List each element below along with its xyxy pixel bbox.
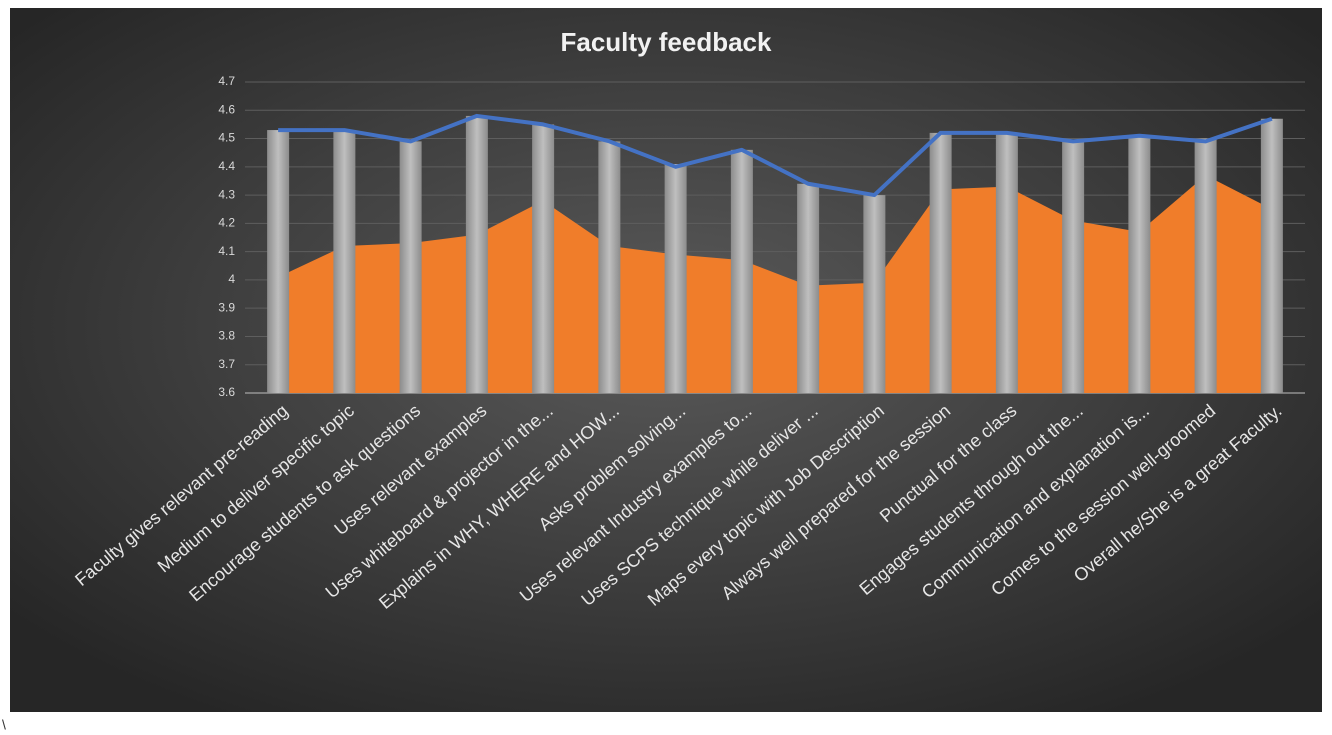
line (278, 113, 1273, 198)
bar (465, 115, 488, 393)
bar (1128, 135, 1151, 393)
bar (532, 124, 555, 393)
y-tick-label: 3.8 (218, 329, 235, 343)
bar (995, 132, 1018, 393)
y-tick-label: 4.6 (218, 102, 235, 116)
y-tick-label: 4.3 (218, 187, 235, 201)
bar (863, 195, 886, 393)
y-tick-label: 4.1 (218, 244, 235, 258)
chart-title: Faculty feedback (561, 27, 773, 57)
y-tick-label: 4 (228, 272, 235, 286)
bar (1062, 141, 1085, 393)
bar (929, 132, 952, 393)
y-tick-label: 4.7 (218, 74, 235, 88)
area (278, 175, 1272, 393)
bar (598, 141, 621, 393)
bar (730, 149, 753, 393)
bar (333, 130, 356, 393)
bar (399, 141, 422, 393)
y-tick-label: 4.4 (218, 159, 235, 173)
y-tick-label: 3.9 (218, 300, 235, 314)
bar (797, 183, 820, 393)
y-tick-label: 4.2 (218, 216, 235, 230)
y-tick-label: 3.6 (218, 385, 235, 399)
bar (664, 163, 687, 393)
bar (1194, 138, 1217, 393)
bar (267, 130, 290, 393)
y-tick-label: 4.5 (218, 131, 235, 145)
y-tick-label: 3.7 (218, 357, 235, 371)
bar (1260, 118, 1283, 393)
note: \ (2, 717, 6, 733)
